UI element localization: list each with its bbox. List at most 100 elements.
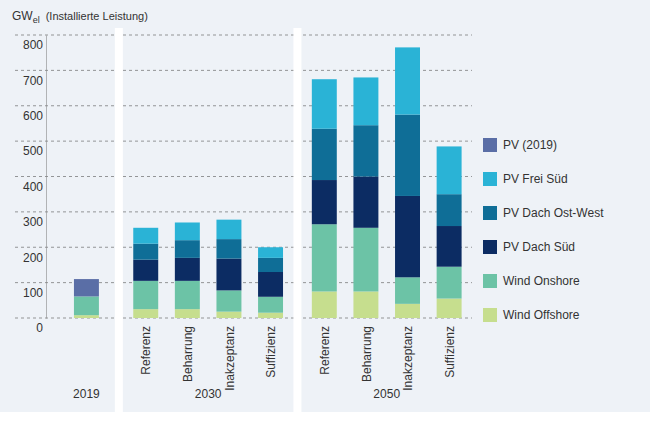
bar-segment (395, 47, 420, 114)
bar-segment (353, 228, 378, 292)
bar-segment (437, 146, 462, 194)
y-axis-title-sub: el (33, 15, 40, 25)
bar-segment (312, 129, 337, 180)
legend-label: PV Dach Ost-West (503, 206, 604, 220)
y-tick: 300 (23, 212, 46, 229)
legend-item: PV Frei Süd (483, 172, 568, 186)
bar-segment (353, 291, 378, 318)
bar-segment (353, 177, 378, 228)
category-label: Inakzeptanz (401, 326, 415, 391)
y-axis-title: GWel (Installierte Leistung) (12, 9, 148, 25)
y-tick: 600 (23, 106, 46, 123)
y-tick-label: 0 (36, 321, 43, 335)
x-tick: Suffizienz (264, 318, 278, 378)
legend-item: PV Dach Süd (483, 240, 575, 254)
x-tick: Suffizienz (443, 318, 457, 378)
group-label: 2019 (73, 387, 100, 401)
grid (15, 35, 472, 318)
category-label: Beharrung (360, 326, 374, 382)
legend-item: Wind Onshore (483, 274, 580, 288)
bar-segment (175, 240, 200, 258)
legend-label: PV Dach Süd (503, 240, 575, 254)
y-tick: 700 (23, 71, 46, 88)
y-tick-label: 100 (23, 286, 43, 300)
bar-segment (74, 279, 99, 296)
bar-segment (216, 290, 241, 311)
bar-segment (258, 297, 283, 313)
y-tick-label: 400 (23, 180, 43, 194)
grid-line (15, 35, 472, 36)
legend-item: Wind Offshore (483, 308, 580, 322)
y-tick-label: 500 (23, 144, 43, 158)
bar-segment (437, 299, 462, 318)
category-label: Suffizienz (443, 326, 457, 378)
bar-segment (312, 224, 337, 291)
group-label: 2050 (373, 387, 400, 401)
y-axis-title-note: (Installierte Leistung) (46, 10, 148, 22)
bar-segment (395, 196, 420, 277)
bar-segment (175, 222, 200, 240)
y-tick-label: 300 (23, 215, 43, 229)
legend-swatch (483, 172, 497, 186)
x-tick: Inakzeptanz (223, 318, 237, 391)
x-tick: Inakzeptanz (401, 318, 415, 391)
category-label: Inakzeptanz (223, 326, 237, 391)
y-tick: 500 (23, 142, 46, 159)
category-label: Referenz (318, 326, 332, 375)
bar-segment (258, 258, 283, 272)
y-axis-line (46, 36, 47, 319)
bar-segment (353, 125, 378, 176)
legend-swatch (483, 206, 497, 220)
y-tick-label: 200 (23, 251, 43, 265)
y-tick: 0 (36, 319, 46, 336)
bar-segment (74, 315, 99, 318)
category-label: Referenz (139, 326, 153, 375)
legend-item: PV Dach Ost-West (483, 206, 604, 220)
group-separator (115, 28, 123, 412)
bar-segment (395, 277, 420, 304)
y-tick: 400 (23, 177, 46, 194)
bar-segment (258, 272, 283, 297)
y-tick: 100 (23, 283, 46, 300)
y-tick-label: 700 (23, 74, 43, 88)
legend-label: PV Frei Süd (503, 172, 568, 186)
bar-segment (437, 226, 462, 267)
y-axis-title-main: GW (12, 9, 33, 23)
bar-segment (437, 267, 462, 299)
bar-segment (133, 244, 158, 260)
group-label: 2030 (195, 387, 222, 401)
legend-label: Wind Onshore (503, 274, 580, 288)
bar-segment (216, 259, 241, 291)
x-tick: Referenz (318, 318, 332, 375)
bar-segment (175, 258, 200, 281)
y-tick: 200 (23, 248, 46, 265)
x-tick: Beharrung (360, 318, 374, 382)
bar-segment (312, 291, 337, 318)
legend-label: Wind Offshore (503, 308, 580, 322)
bar-segment (133, 309, 158, 318)
background (0, 0, 650, 412)
bar-segment (133, 260, 158, 281)
x-axis: Referenz Beharrung Inakzeptanz Suffizienz Re… (87, 318, 457, 391)
x-tick: Referenz (139, 318, 153, 375)
y-tick-label: 800 (23, 38, 43, 52)
category-label: Beharrung (181, 326, 195, 382)
bar-segment (258, 247, 283, 258)
bar-segment (216, 239, 241, 258)
y-tick-label: 600 (23, 109, 43, 123)
legend-swatch (483, 138, 497, 152)
legend-swatch (483, 240, 497, 254)
bar-segment (175, 309, 200, 318)
legend-label: PV (2019) (503, 138, 557, 152)
bar-segment (312, 79, 337, 129)
bar-segment (133, 281, 158, 309)
x-tick: Beharrung (181, 318, 195, 382)
bar-segment (216, 220, 241, 239)
group-separator (293, 28, 301, 412)
bar-segment (175, 281, 200, 309)
bars (74, 47, 462, 318)
legend-swatch (483, 274, 497, 288)
bar-segment (216, 312, 241, 318)
bar-segment (395, 304, 420, 318)
legend: PV (2019) PV Frei Süd PV Dach Ost-West PV D… (483, 138, 604, 322)
